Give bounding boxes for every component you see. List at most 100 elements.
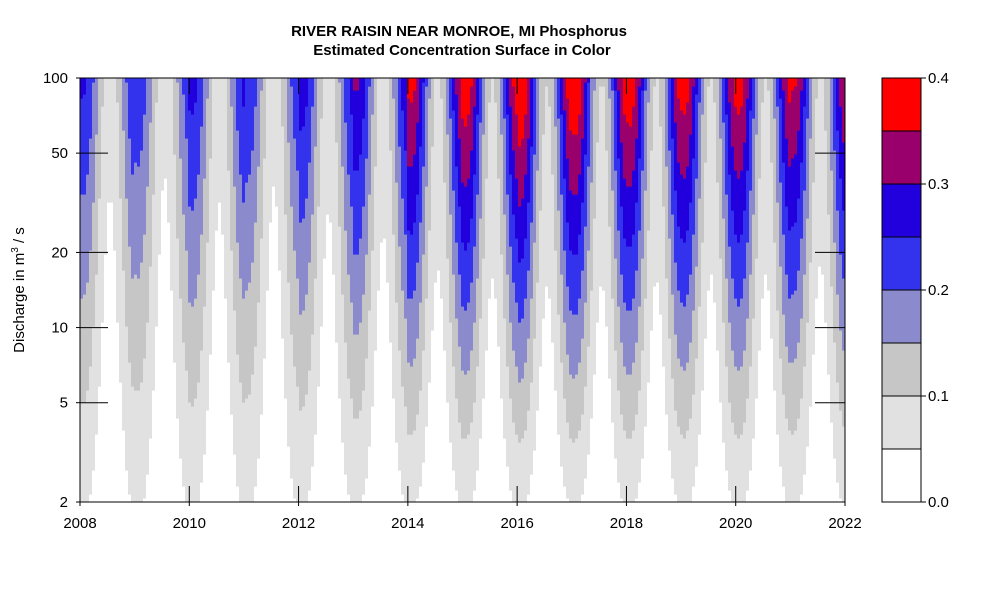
contour-cell [635, 342, 639, 415]
contour-cell [245, 290, 249, 399]
contour-cell [626, 246, 630, 311]
contour-cell [602, 290, 606, 502]
contour-cell [125, 198, 129, 327]
contour-cell [632, 430, 636, 502]
contour-cell [200, 234, 204, 351]
contour-cell [710, 274, 714, 502]
contour-cell [365, 78, 369, 159]
contour-cell [395, 78, 399, 183]
contour-cell [530, 298, 534, 383]
contour-cell [770, 162, 774, 339]
contour-cell [245, 78, 249, 183]
contour-cell [806, 218, 810, 323]
contour-cell [311, 466, 315, 502]
x-tick-label: 2010 [173, 515, 206, 532]
contour-cell [122, 270, 126, 431]
contour-cell [122, 78, 126, 131]
contour-cell [80, 402, 84, 502]
contour-cell [140, 382, 144, 502]
contour-cell [473, 322, 477, 403]
contour-cell [410, 234, 414, 299]
contour-cell [605, 150, 609, 327]
contour-cell [263, 158, 267, 359]
contour-cell [206, 98, 210, 243]
contour-cell [626, 310, 630, 375]
contour-cell [614, 350, 618, 459]
contour-cell [677, 226, 681, 291]
contour-cell [404, 150, 408, 235]
contour-cell [335, 342, 339, 502]
contour-cell [407, 434, 411, 502]
contour-cell [629, 310, 633, 375]
contour-cell [827, 78, 831, 215]
contour-cell [734, 106, 738, 171]
contour-cell [542, 134, 546, 319]
contour-cell [371, 250, 375, 407]
contour-cell [674, 410, 678, 495]
contour-cell [821, 78, 825, 275]
contour-cell [800, 318, 804, 399]
contour-cell [359, 78, 363, 155]
contour-cell [662, 206, 666, 367]
contour-cell [137, 278, 141, 391]
contour-cell [176, 82, 180, 239]
contour-cell [566, 354, 570, 423]
contour-cell [539, 78, 543, 211]
contour-cell [494, 78, 498, 103]
contour-cell [659, 126, 663, 315]
contour-cell [404, 406, 408, 502]
contour-cell [833, 150, 837, 243]
contour-cell [182, 486, 186, 502]
contour-cell [587, 250, 591, 347]
contour-cell [161, 190, 165, 502]
contour-cell [842, 142, 845, 211]
contour-cell [401, 78, 405, 111]
contour-cell [392, 98, 396, 235]
contour-cell [518, 322, 522, 383]
contour-cell [527, 270, 531, 339]
contour-cell [155, 326, 159, 502]
contour-cell [299, 410, 303, 502]
colorbar-tick-label: 0.3 [928, 176, 949, 193]
contour-cell [566, 222, 570, 287]
contour-cell [374, 350, 378, 502]
contour-cell [560, 78, 564, 115]
contour-cell [689, 274, 693, 343]
contour-cell [629, 186, 633, 247]
contour-cell [665, 166, 669, 279]
contour-cell [692, 158, 696, 235]
contour-cell [695, 466, 699, 502]
contour-cell [794, 430, 798, 502]
contour-cell [185, 370, 189, 502]
contour-cell [707, 86, 711, 291]
contour-cell [290, 206, 294, 335]
contour-cell [131, 386, 135, 502]
contour-cell [488, 298, 492, 502]
contour-cell [416, 78, 420, 123]
contour-cell [590, 78, 594, 183]
contour-cell [179, 78, 183, 159]
contour-cell [182, 214, 186, 343]
contour-cell [776, 434, 780, 502]
contour-cell [746, 170, 750, 243]
contour-cell [566, 158, 570, 223]
contour-cell [641, 350, 645, 459]
contour-cell [200, 126, 204, 235]
contour-cell [728, 174, 732, 247]
contour-cell [794, 78, 798, 87]
contour-cell [461, 306, 465, 371]
contour-cell [632, 170, 636, 235]
contour-cell [497, 178, 501, 347]
contour-cell [296, 78, 300, 171]
contour-cell [293, 250, 297, 367]
contour-cell [473, 246, 477, 323]
contour-cell [614, 78, 618, 91]
contour-cell [503, 214, 507, 319]
colorbar-swatch [881, 130, 922, 185]
contour-cell [599, 78, 603, 87]
contour-cell [800, 398, 804, 495]
contour-cell [152, 194, 156, 391]
contour-cell [224, 78, 228, 299]
contour-cell [536, 78, 540, 171]
contour-cell [233, 78, 237, 187]
